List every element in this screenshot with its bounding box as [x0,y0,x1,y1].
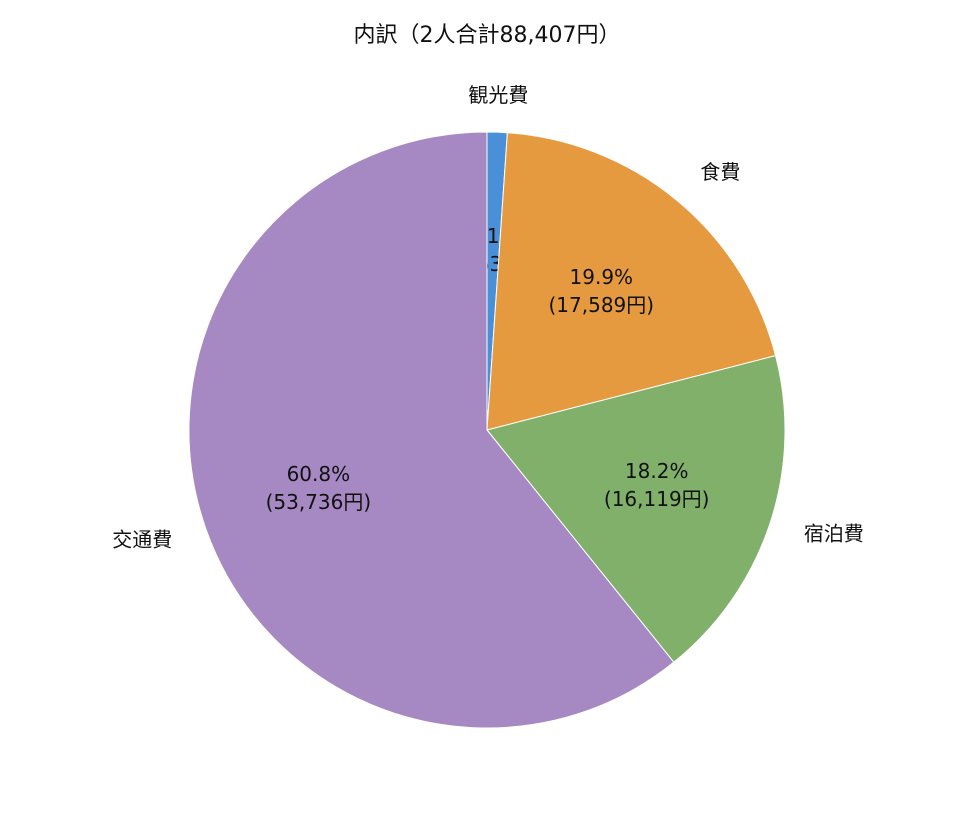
category-label: 交通費 [112,527,172,551]
percentage-label: 60.8% [287,462,351,486]
chart-title: 内訳（2人合計88,407円） [354,23,621,48]
percentage-label: 18.2% [625,459,689,483]
pie-slice [486,132,777,431]
percentage-label: 19.9% [570,265,634,289]
category-label: 観光費 [468,83,528,107]
category-label: 食費 [700,160,740,184]
pie-slice [486,355,786,663]
category-label: 宿泊費 [804,522,864,546]
value-label: (16,119円) [604,487,710,511]
pie-slice [188,131,675,729]
value-label: (17,589円) [548,293,654,317]
value-label: (53,736円) [266,490,372,514]
